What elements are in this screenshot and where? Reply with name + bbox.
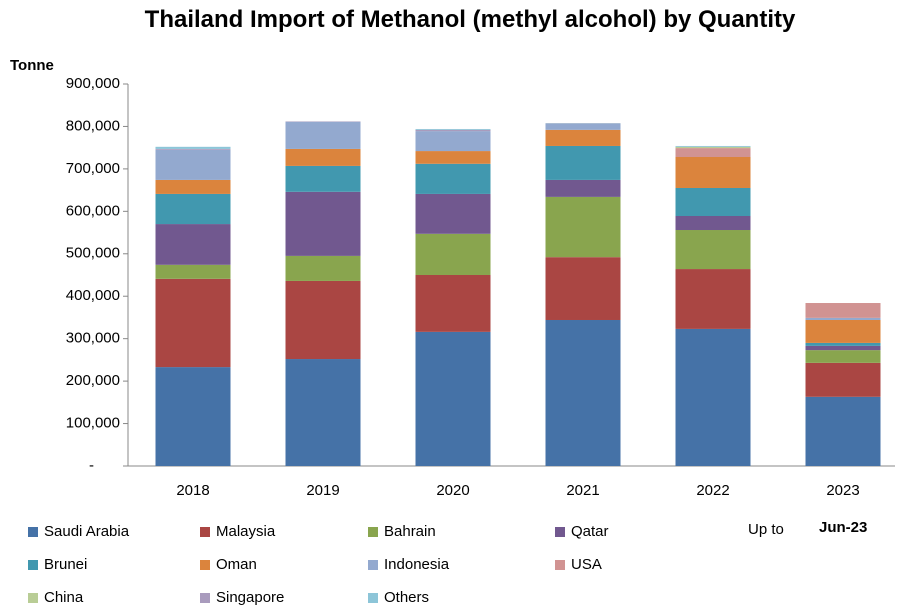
legend-label: Indonesia [384,556,450,573]
legend-swatch [368,593,378,603]
legend-label: Saudi Arabia [44,523,130,540]
annotation: Jun-23 [819,519,867,536]
bar-segment [805,342,881,346]
legend-label: Others [384,589,429,606]
legend-label: Singapore [216,589,284,606]
bar-segment [415,275,491,332]
bar-segment [805,350,881,363]
bar-segment [675,148,751,158]
bar-segment [545,123,621,130]
bar-segment [805,319,881,343]
bar-segment [415,129,491,132]
legend-swatch [368,527,378,537]
bar-segment [155,264,231,279]
x-tick-label: 2020 [436,482,469,499]
bar-segment [805,303,881,318]
legend-swatch [28,527,38,537]
bar-segment [285,148,361,166]
bar-segment [675,216,751,231]
legend-swatch [28,593,38,603]
y-tick-label: 100,000 [66,415,120,432]
legend-swatch [555,560,565,570]
legend-label: Malaysia [216,523,276,540]
chart-title: Thailand Import of Methanol (methyl alco… [144,6,796,33]
bar-segment [545,145,621,180]
bar-segment [155,179,231,194]
bar-segment [545,257,621,320]
bar-segment [805,396,881,466]
bar-segment [415,128,491,130]
legend-label: Brunei [44,556,87,573]
y-tick-label: 200,000 [66,372,120,389]
legend-swatch [200,593,210,603]
bar-segment [285,255,361,281]
y-tick-label: 400,000 [66,287,120,304]
bar-segment [545,129,621,146]
bar-segment [415,151,491,164]
legend-label: Oman [216,556,257,573]
x-tick-label: 2022 [696,482,729,499]
bar-segment [155,224,231,265]
legend-swatch [28,560,38,570]
bar-segment [675,328,751,466]
legend-swatch [555,527,565,537]
y-tick-label: 700,000 [66,160,120,177]
legend-label: Qatar [571,523,609,540]
bar-segment [155,367,231,466]
y-tick-label: 500,000 [66,245,120,262]
bar-segment [155,146,231,149]
annotation: Up to [748,521,784,538]
legend-label: China [44,589,84,606]
bar-segment [285,359,361,466]
y-axis-label: Tonne [10,57,54,74]
bar-segment [285,191,361,256]
bar-segment [545,179,621,197]
bar-segment [155,193,231,225]
x-tick-label: 2019 [306,482,339,499]
bar-segment [155,148,231,150]
bar-segment [155,149,231,180]
bar-segment [285,280,361,360]
bar-segment [155,278,231,368]
y-tick-label: 600,000 [66,202,120,219]
bar-segment [675,157,751,188]
bar-segment [805,362,881,397]
bar-segment [285,121,361,149]
bar-segment [545,319,621,466]
y-tick-label: 800,000 [66,117,120,134]
bar-segment [675,269,751,329]
bar-segment [805,317,881,320]
y-tick-label: - [89,457,94,474]
x-tick-label: 2018 [176,482,209,499]
bar-segment [415,131,491,152]
bar-segment [805,345,881,351]
bar-segment [675,230,751,270]
legend-label: Bahrain [384,523,436,540]
legend-label: USA [571,556,602,573]
legend-swatch [200,527,210,537]
y-tick-label: 300,000 [66,330,120,347]
bar-segment [415,331,491,466]
y-tick-label: 900,000 [66,75,120,92]
x-tick-label: 2023 [826,482,859,499]
bar-segment [675,146,751,149]
bar-segment [675,187,751,217]
bar-segment [415,163,491,194]
bar-segment [545,196,621,258]
bar-segment [675,145,751,147]
bar-segment [415,193,491,234]
x-tick-label: 2021 [566,482,599,499]
legend-swatch [368,560,378,570]
bar-segment [285,165,361,192]
bar-segment [415,233,491,275]
legend-swatch [200,560,210,570]
